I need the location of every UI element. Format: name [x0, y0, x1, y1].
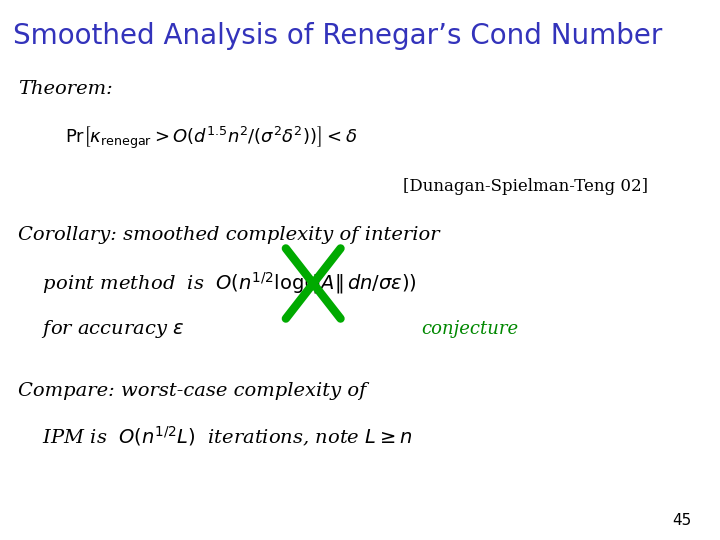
- Text: IPM is  $O(n^{1/2}L)$  iterations, note $L \geq n$: IPM is $O(n^{1/2}L)$ iterations, note $L…: [18, 426, 413, 449]
- Text: for accuracy $\varepsilon$: for accuracy $\varepsilon$: [18, 319, 184, 340]
- Text: point method  is  $O(n^{1/2}\log(\|A\| \, dn/\sigma\epsilon))$: point method is $O(n^{1/2}\log(\|A\| \, …: [18, 271, 417, 296]
- Text: [Dunagan-Spielman-Teng 02]: [Dunagan-Spielman-Teng 02]: [403, 178, 648, 195]
- Text: $\mathrm{Pr}\left[\kappa_{\mathrm{renegar}} > O(d^{1.5}n^2/(\sigma^2\delta^2))\r: $\mathrm{Pr}\left[\kappa_{\mathrm{renega…: [65, 125, 357, 151]
- Text: Theorem:: Theorem:: [18, 80, 113, 98]
- Text: Corollary: smoothed complexity of interior: Corollary: smoothed complexity of interi…: [18, 226, 440, 244]
- Text: Smoothed Analysis of Renegar’s Cond Number: Smoothed Analysis of Renegar’s Cond Numb…: [13, 22, 662, 50]
- Text: conjecture: conjecture: [421, 320, 518, 339]
- Text: Compare: worst-case complexity of: Compare: worst-case complexity of: [18, 382, 366, 401]
- Text: 45: 45: [672, 513, 691, 528]
